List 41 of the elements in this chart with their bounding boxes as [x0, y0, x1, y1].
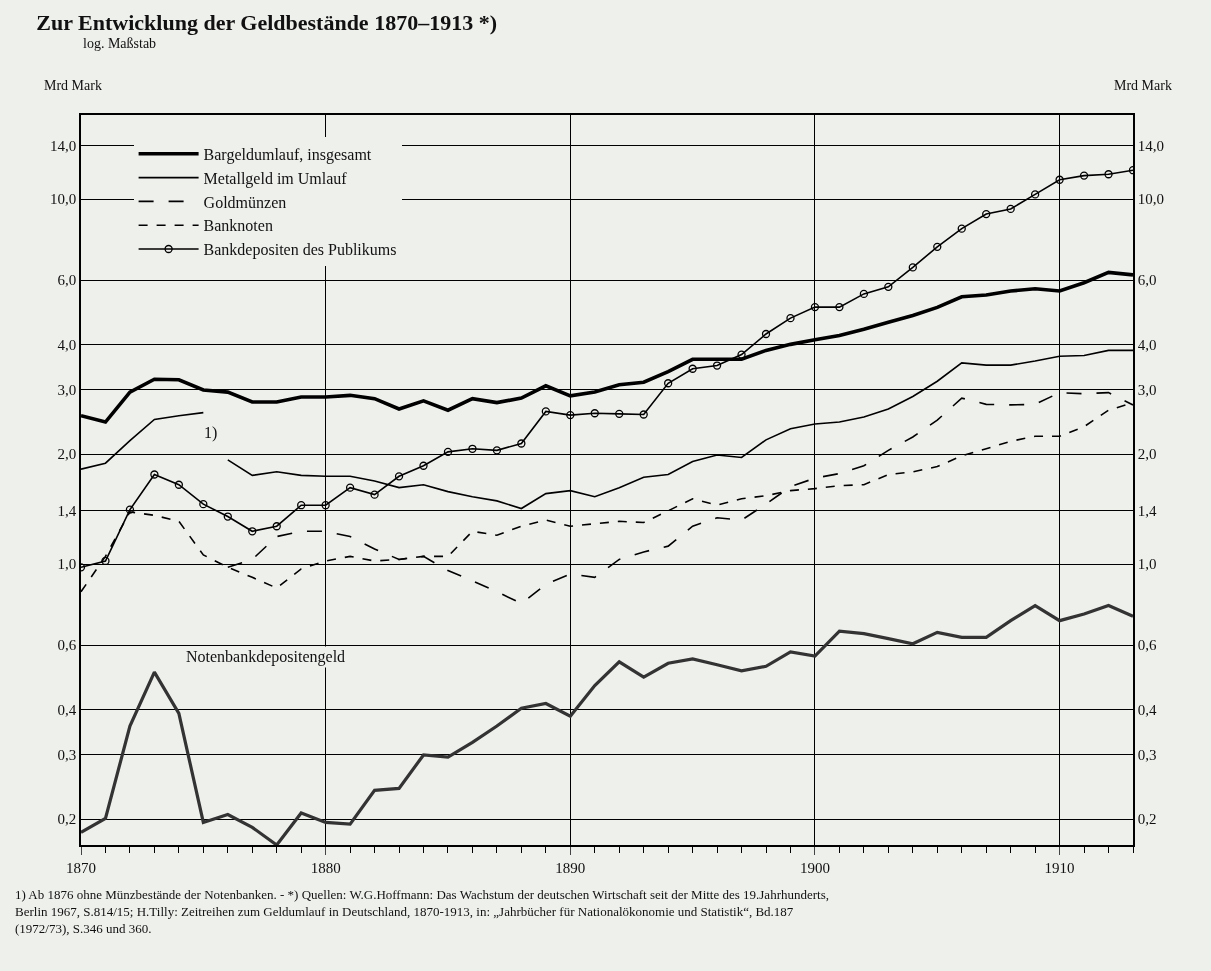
- text: 3,0: [1137, 382, 1157, 399]
- text: 6,0: [1137, 272, 1157, 289]
- legend-label: Metallgeld im Umlauf: [203, 169, 348, 188]
- legend-label: Banknoten: [203, 217, 273, 235]
- x-tick-label: 1880: [310, 859, 341, 876]
- text: 1,4: [1137, 503, 1157, 520]
- x-tick-label: 1890: [555, 859, 586, 876]
- text: 14,0: [1137, 138, 1164, 155]
- x-tick-label: 1910: [1044, 859, 1075, 876]
- y-tick-label: 6,0: [57, 272, 77, 289]
- y-tick-label: 0,2: [57, 811, 77, 828]
- chart-title: Zur Entwicklung der Geldbestände 1870–1913 *): [36, 9, 497, 35]
- y-tick-label: 2,0: [57, 446, 77, 463]
- y-tick-label: 10,0: [50, 191, 77, 208]
- y-tick-label: 4,0: [57, 336, 77, 353]
- y-tick-label: 0,4: [57, 701, 77, 718]
- x-tick-label: 1900: [799, 859, 830, 876]
- text: 1,0: [1137, 556, 1157, 573]
- text: 0,2: [1137, 811, 1157, 828]
- y-tick-label: 0,3: [57, 747, 77, 764]
- text: 0,3: [1137, 747, 1157, 764]
- y-tick-label: 3,0: [57, 382, 77, 399]
- text: 0,4: [1137, 701, 1157, 718]
- x-tick-label: 1870: [66, 859, 96, 876]
- legend-label: Bargeldumlauf, insgesamt: [203, 146, 372, 165]
- y-tick-label: 14,0: [50, 138, 77, 155]
- text: 2,0: [1137, 446, 1157, 463]
- y-tick-label: 1,0: [57, 556, 77, 573]
- y2-axis-title: Mrd Mark: [1114, 78, 1172, 93]
- y-tick-label: 1,4: [57, 503, 77, 520]
- text: 4,0: [1137, 336, 1157, 353]
- legend-label: Goldmünzen: [203, 193, 287, 211]
- y-axis-title: Mrd Mark: [44, 78, 102, 93]
- y-tick-label: 0,6: [57, 637, 77, 654]
- annotation: 1): [204, 424, 218, 442]
- legend-label: Bankdepositen des Publikums: [203, 241, 397, 260]
- text: 10,0: [1137, 191, 1164, 208]
- chart-subtitle: log. Maßstab: [83, 36, 157, 51]
- series-label: Notenbankdepositengeld: [186, 648, 346, 666]
- text: 0,6: [1137, 637, 1157, 654]
- text: 1) Ab 1876 ohne Münzbestände der Notenbanken. - *) Quellen: W.G.Hoffmann: Das Wachstum der deutschen Wirtschaft seit der Mitte des 19.Jahrhunderts, Berlin 1967, S.814/15; H.Tilly: Zeitreihen zum Geldumlauf in Deutschland, 1870-1913, in: „Jahrbücher für Nationalökonomie und Statistik“, Bd.187 (1972/73), S.346 und 360.: [15, 887, 829, 936]
